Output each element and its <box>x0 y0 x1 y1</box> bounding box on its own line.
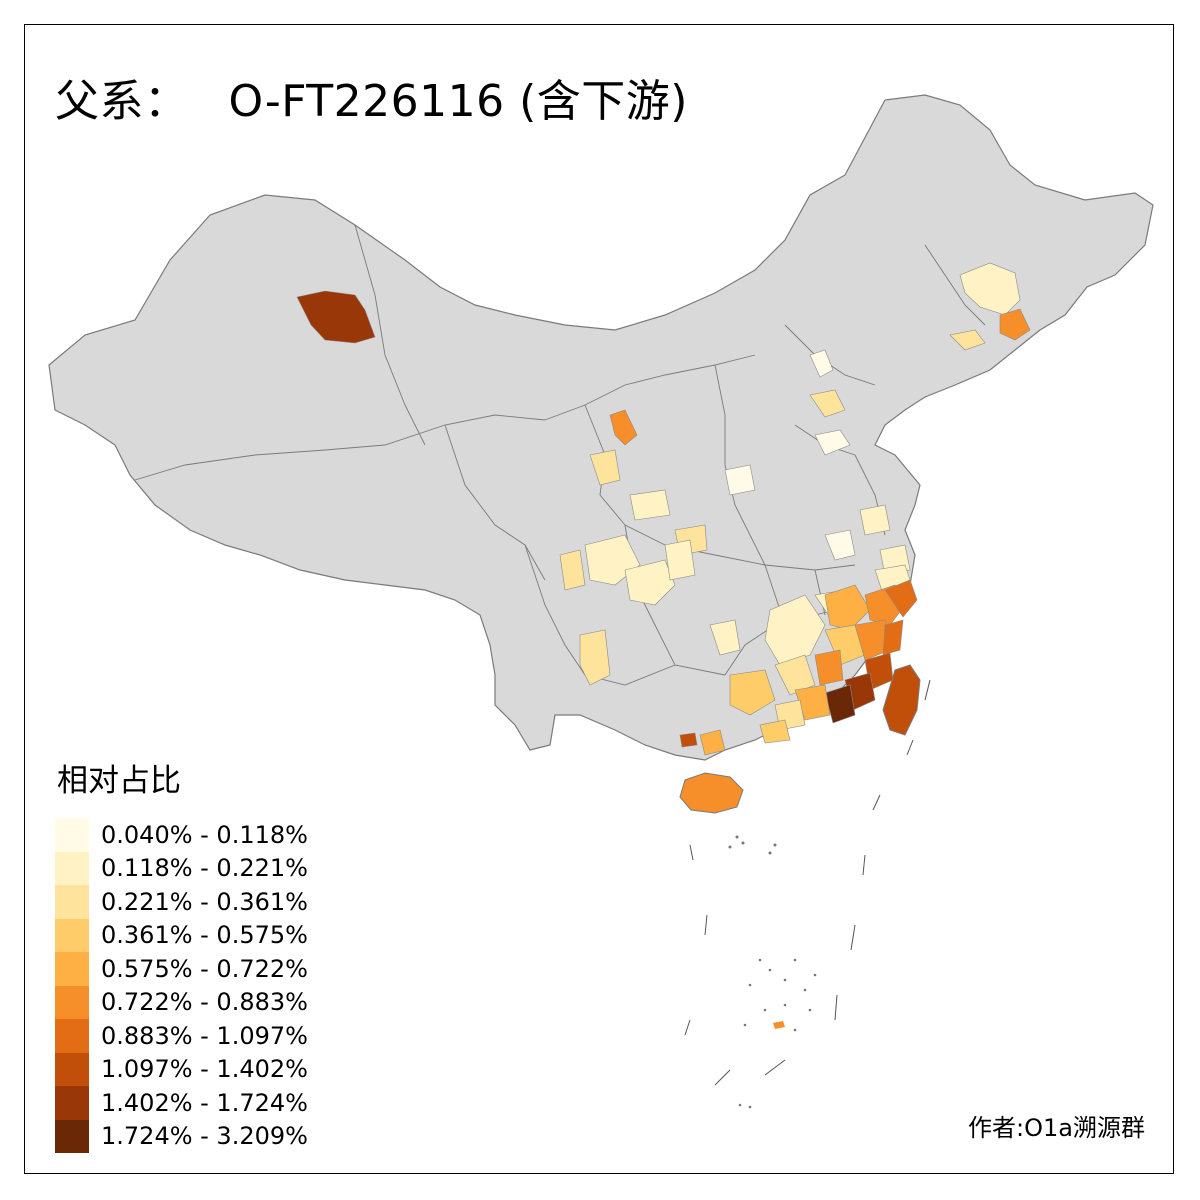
taiwan <box>882 664 921 736</box>
legend-item: 0.040% - 0.118% <box>55 818 308 852</box>
title-prefix: 父系： <box>55 76 189 127</box>
legend-swatch <box>55 952 89 986</box>
legend-item: 1.402% - 1.724% <box>55 1086 308 1120</box>
legend-label: 0.722% - 0.883% <box>101 988 308 1017</box>
island-highlight <box>773 1021 785 1029</box>
legend-label: 0.221% - 0.361% <box>101 887 308 916</box>
legend-swatch <box>55 918 89 952</box>
hainan <box>679 772 744 814</box>
legend-item: 0.883% - 1.097% <box>55 1019 308 1053</box>
title-code: O-FT226116 (含下游) <box>228 76 688 127</box>
legend-swatch <box>55 1019 89 1053</box>
legend-label: 0.040% - 0.118% <box>101 820 308 849</box>
legend-swatch <box>55 1086 89 1120</box>
south-china-sea-lines <box>684 679 931 1086</box>
legend-label: 0.883% - 1.097% <box>101 1021 308 1050</box>
legend-title: 相对占比 <box>57 763 181 799</box>
legend-label: 0.575% - 0.722% <box>101 954 308 983</box>
legend-rows: 0.040% - 0.118% 0.118% - 0.221% 0.221% - 0… <box>55 818 308 1153</box>
china-map <box>48 94 1154 1109</box>
legend-item: 1.724% - 3.209% <box>55 1119 308 1153</box>
legend-item: 0.575% - 0.722% <box>55 952 308 986</box>
map-frame: 父系： O-FT226116 (含下游) 相对占比 0.040% - 0.118%… <box>24 24 1174 1174</box>
legend-label: 1.097% - 1.402% <box>101 1055 308 1084</box>
legend-item: 0.722% - 0.883% <box>55 985 308 1019</box>
shaded-regions <box>296 262 1031 756</box>
map-title: 父系： O-FT226116 (含下游) <box>55 65 688 129</box>
island-dots <box>728 835 817 1109</box>
legend-item: 0.221% - 0.361% <box>55 885 308 919</box>
legend-label: 0.118% - 0.221% <box>101 854 308 883</box>
legend-item: 0.118% - 0.221% <box>55 851 308 885</box>
legend: 相对占比 0.040% - 0.118% 0.118% - 0.221% 0.221… <box>55 755 308 1153</box>
legend-label: 0.361% - 0.575% <box>101 921 308 950</box>
legend-item: 1.097% - 1.402% <box>55 1052 308 1086</box>
legend-swatch <box>55 851 89 885</box>
legend-label: 1.402% - 1.724% <box>101 1088 308 1117</box>
legend-swatch <box>55 985 89 1019</box>
legend-swatch <box>55 1119 89 1153</box>
legend-label: 1.724% - 3.209% <box>101 1122 308 1151</box>
legend-item: 0.361% - 0.575% <box>55 918 308 952</box>
legend-swatch <box>55 818 89 852</box>
legend-swatch <box>55 1052 89 1086</box>
legend-swatch <box>55 885 89 919</box>
author-credit: 作者:O1a溯源群 <box>968 1114 1145 1142</box>
